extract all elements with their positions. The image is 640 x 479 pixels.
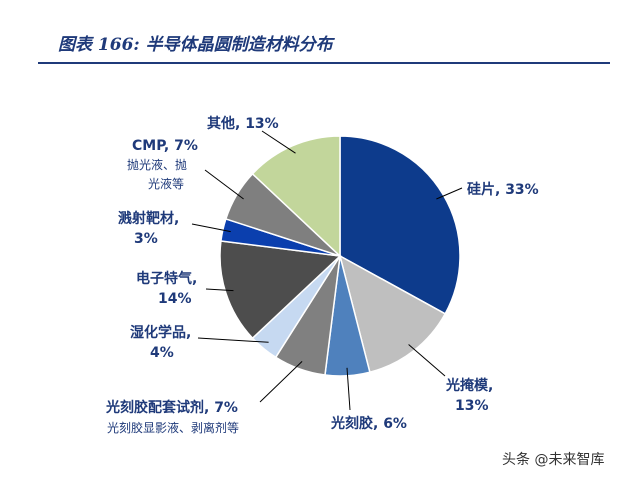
watermark: 头条 @未来智库 — [502, 452, 605, 468]
leader-line-0 — [436, 187, 463, 200]
label-photomask-pct: 13% — [455, 398, 489, 414]
label-electronic-gas-pct: 14% — [158, 291, 192, 307]
leader-line-2 — [346, 367, 351, 411]
label-photomask: 光掩模, — [445, 377, 493, 394]
leader-line-6 — [191, 223, 231, 233]
pie-slice-8 — [251, 135, 341, 258]
label-cmp-sub2: 光液等 — [148, 176, 184, 191]
leader-line-5 — [205, 288, 234, 292]
leader-line-7 — [204, 169, 244, 200]
label-electronic-gas: 电子特气, — [136, 270, 197, 287]
leader-line-8 — [261, 130, 296, 154]
label-silicon-wafer: 硅片, 33% — [467, 181, 539, 198]
label-wet-chemicals: 湿化学品, — [130, 324, 191, 341]
pie-slice-5 — [219, 240, 342, 340]
leader-line-1 — [408, 344, 446, 377]
pie-slices — [219, 135, 461, 377]
leader-line-3 — [259, 361, 303, 403]
leader-line-4 — [197, 337, 269, 343]
label-others: 其他, 13% — [207, 115, 279, 132]
leader-lines — [191, 130, 463, 411]
label-sputter-target: 溅射靶材, — [118, 210, 179, 227]
label-cmp-sub: 抛光液、抛 — [127, 157, 187, 172]
label-photoresist-reagents: 光刻胶配套试剂, 7% — [105, 399, 238, 416]
pie-slice-0 — [339, 135, 461, 315]
label-cmp: CMP, 7% — [132, 138, 198, 154]
chart-title: 图表 166: 半导体晶圆制造材料分布 — [58, 35, 333, 55]
pie-slice-1 — [338, 254, 447, 374]
label-wet-chemicals-pct: 4% — [150, 345, 174, 361]
label-photoresist: 光刻胶, 6% — [330, 415, 407, 432]
label-photoresist-reagents-sub: 光刻胶显影液、剥离剂等 — [107, 420, 239, 435]
label-sputter-target-pct: 3% — [134, 231, 158, 247]
title-divider — [38, 62, 610, 64]
